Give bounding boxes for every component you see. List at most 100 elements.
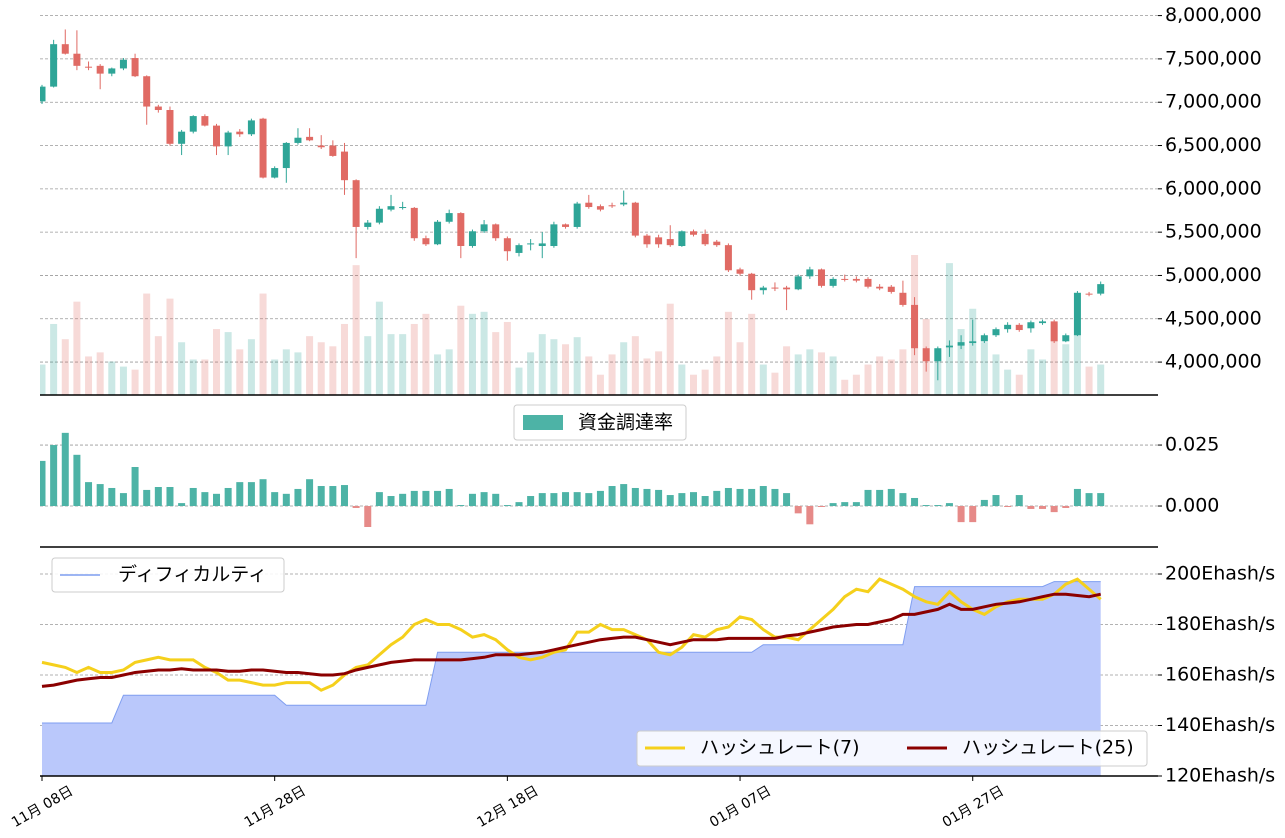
candle-body (306, 136, 314, 141)
volume-bar (387, 334, 395, 395)
volume-bar (852, 374, 860, 395)
candle-body (61, 44, 69, 54)
candle-body (620, 202, 628, 205)
bar (503, 505, 511, 507)
bar (224, 487, 232, 507)
candle-body (748, 273, 756, 291)
candle-body (724, 245, 732, 271)
candle-body (480, 224, 488, 232)
bar (852, 502, 860, 507)
candle-body (85, 66, 93, 68)
volume-bar (364, 336, 372, 395)
candle-body (271, 168, 279, 178)
candle-body (468, 231, 476, 247)
candle-body (794, 276, 802, 290)
bar (538, 493, 546, 507)
bar (678, 493, 686, 507)
x-tick-label: 01月 07日 (707, 783, 774, 831)
candle-body (1050, 321, 1058, 342)
volume-bar (503, 321, 511, 395)
candle-body (945, 345, 953, 348)
legend-label: ハッシュレート(25) (962, 737, 1134, 759)
candle-body (690, 231, 698, 235)
x-tick-label: 12月 18日 (474, 783, 541, 831)
volume-bar (1039, 359, 1047, 395)
bar (969, 506, 977, 523)
candle-body (131, 58, 139, 77)
candle-body (527, 243, 535, 245)
volume-bar (247, 339, 255, 395)
volume-bar (201, 359, 209, 395)
candle-body (631, 202, 639, 236)
candle-body (317, 145, 325, 148)
volume-bar (282, 349, 290, 395)
volume-bar (620, 342, 628, 395)
volume-bar (468, 313, 476, 395)
bar (61, 432, 69, 507)
volume-bar (1015, 374, 1023, 395)
y-tick-label: 120Ehash/s (1165, 765, 1275, 787)
bar (457, 505, 465, 507)
bar (178, 503, 186, 507)
candle-body (503, 238, 511, 252)
volume-bar (236, 349, 244, 395)
candle-body (666, 239, 674, 246)
bar (643, 488, 651, 507)
volume-bar (119, 366, 127, 395)
bar (119, 493, 127, 507)
candle-body (457, 213, 465, 247)
bar (399, 493, 407, 507)
volume-bar (154, 336, 162, 395)
volume-bar (759, 364, 767, 395)
candle-body (96, 65, 104, 74)
y-tick-label: 5,500,000 (1165, 221, 1262, 243)
volume-bar (841, 379, 849, 395)
bar (724, 487, 732, 507)
volume-bar (899, 349, 907, 395)
volume-bar (829, 356, 837, 395)
line (41, 577, 1102, 692)
candle-body (678, 231, 686, 247)
volume-bar (410, 323, 418, 395)
candle-body (364, 222, 372, 227)
bar (922, 505, 930, 507)
x-tick-label: 01月 27日 (940, 783, 1007, 831)
candle-body (1039, 321, 1047, 324)
candle-body (73, 53, 81, 66)
bar (434, 490, 442, 507)
volume-bar (422, 313, 430, 395)
bar (422, 490, 430, 507)
candle-body (829, 278, 837, 286)
y-tick-label: 0.025 (1165, 434, 1219, 456)
volume-bar (131, 369, 139, 395)
bar (468, 493, 476, 507)
bar (364, 506, 372, 527)
bar (143, 489, 151, 507)
candle-body (236, 131, 244, 135)
bar (329, 486, 337, 507)
volume-bar (643, 358, 651, 395)
y-tick-label: 4,000,000 (1165, 351, 1262, 373)
candle-body (1004, 324, 1012, 330)
bar (515, 502, 523, 507)
bar (40, 460, 46, 507)
volume-bar (783, 346, 791, 395)
volume-bar (434, 354, 442, 395)
volume-bar (492, 332, 500, 395)
candle-body (585, 202, 593, 208)
y-tick-label: 200Ehash/s (1165, 563, 1275, 585)
volume-bar (1073, 334, 1081, 395)
candle-body (876, 286, 884, 289)
bar (73, 454, 81, 507)
volume-bar (655, 351, 663, 395)
volume-bar (189, 359, 197, 395)
bar (271, 492, 279, 507)
candle-body (178, 131, 186, 144)
candle-body (189, 116, 197, 132)
volume-bar (1085, 366, 1093, 395)
candle-body (538, 243, 546, 247)
bar (189, 487, 197, 507)
candle-body (759, 287, 767, 291)
bar (690, 492, 698, 507)
